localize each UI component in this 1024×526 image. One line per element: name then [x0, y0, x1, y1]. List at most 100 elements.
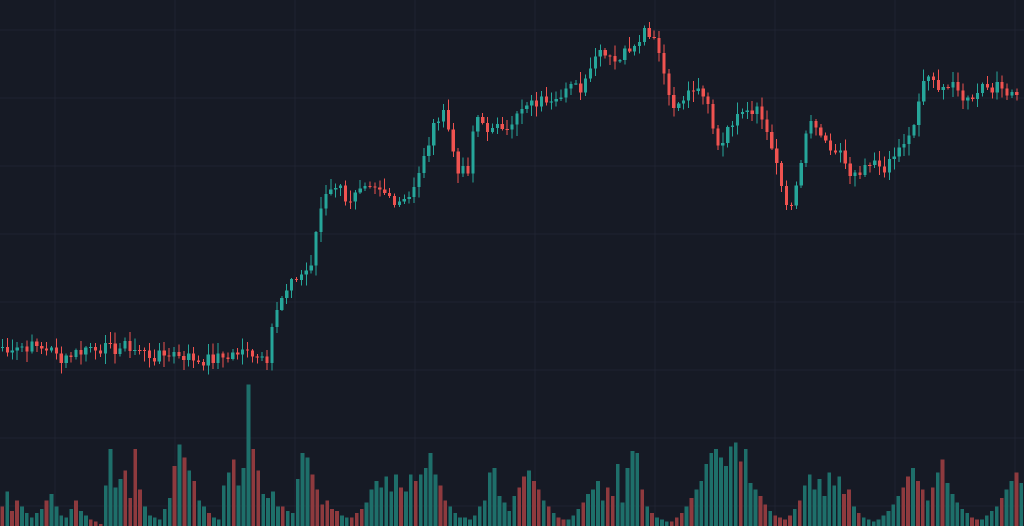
candle-body — [623, 48, 627, 61]
candle — [554, 91, 558, 107]
candle — [191, 346, 196, 369]
candle — [784, 180, 789, 211]
candle-body — [843, 150, 847, 164]
candle — [848, 157, 852, 184]
volume-bar — [364, 502, 369, 526]
volume-bar — [950, 493, 955, 526]
candle-body — [667, 73, 671, 96]
candle-body — [54, 347, 58, 354]
candle — [299, 270, 303, 286]
candle — [304, 262, 308, 286]
candle-body — [162, 350, 166, 356]
candle — [613, 45, 617, 70]
candle — [750, 100, 754, 122]
candle-body — [0, 346, 5, 349]
candle — [378, 180, 382, 197]
candle-body — [593, 56, 597, 69]
candle — [593, 47, 597, 77]
volume-bar — [1019, 483, 1024, 526]
candle-body — [755, 106, 759, 115]
volume-bar — [615, 463, 620, 526]
candle-body — [378, 187, 382, 190]
candle-body — [172, 351, 176, 357]
volume-bar — [285, 511, 290, 526]
candle-body — [152, 357, 156, 362]
candle-body — [1010, 91, 1014, 96]
volume-bar — [325, 500, 330, 526]
candle-body — [500, 124, 504, 130]
volume-bar — [399, 487, 403, 526]
candle-body — [436, 121, 441, 123]
candle-body — [951, 82, 955, 88]
candle-body — [716, 128, 720, 146]
volume-bar — [724, 466, 728, 526]
candle-body — [696, 88, 700, 91]
candle — [436, 117, 441, 131]
volume-bar — [497, 496, 502, 526]
volume-bar — [901, 487, 906, 526]
candle-body — [373, 186, 377, 188]
volume-bar — [793, 508, 797, 526]
candle-body — [809, 121, 813, 134]
candle — [113, 332, 117, 364]
candle-body — [44, 348, 49, 351]
candle-body — [334, 188, 338, 190]
volume-bar — [581, 502, 586, 526]
volume-bar — [975, 519, 979, 526]
candle — [838, 143, 842, 163]
candle — [637, 34, 642, 54]
candle — [118, 343, 122, 357]
volume-bar — [655, 517, 659, 526]
candle — [471, 125, 475, 183]
candle — [329, 179, 333, 196]
candle-body — [941, 87, 945, 90]
candle — [441, 104, 446, 128]
candle — [873, 152, 877, 169]
candle-body — [128, 340, 132, 351]
candle — [177, 344, 181, 359]
candle-body — [481, 116, 485, 124]
candle-body — [20, 346, 24, 348]
volume-bar — [93, 521, 98, 526]
candle — [495, 117, 499, 134]
volume-bar — [295, 478, 300, 526]
volume-bar — [34, 513, 39, 526]
candle-body — [922, 81, 926, 102]
candle — [647, 21, 651, 40]
volume-bar — [783, 519, 787, 526]
candle-body — [912, 125, 916, 136]
volume-bar — [79, 511, 83, 526]
volume-bar — [679, 513, 684, 526]
volume-bar — [537, 489, 541, 526]
volume-bar — [148, 515, 152, 526]
candle-body — [956, 82, 960, 91]
candle-body — [363, 186, 367, 189]
candle-body — [897, 147, 901, 157]
candle-body — [848, 163, 852, 177]
candle — [721, 132, 725, 157]
candle — [98, 344, 103, 357]
candle-body — [471, 131, 475, 174]
volume-bar — [763, 504, 768, 526]
candle — [187, 344, 191, 367]
volume-bar — [778, 517, 782, 526]
candle — [1015, 88, 1019, 101]
volume-bar — [374, 481, 379, 526]
candle-body — [961, 90, 965, 101]
candle-body — [740, 112, 744, 114]
volume-bar — [911, 468, 915, 526]
candle — [30, 334, 34, 354]
candle — [407, 191, 411, 204]
candle — [59, 346, 63, 374]
volume-bar — [29, 517, 34, 526]
volume-bar — [561, 519, 566, 526]
candle-body — [534, 100, 539, 107]
candle-body — [946, 87, 950, 89]
volume-bar — [945, 483, 950, 526]
volume-bar — [276, 506, 280, 526]
candle — [240, 338, 245, 365]
candle — [162, 341, 166, 367]
